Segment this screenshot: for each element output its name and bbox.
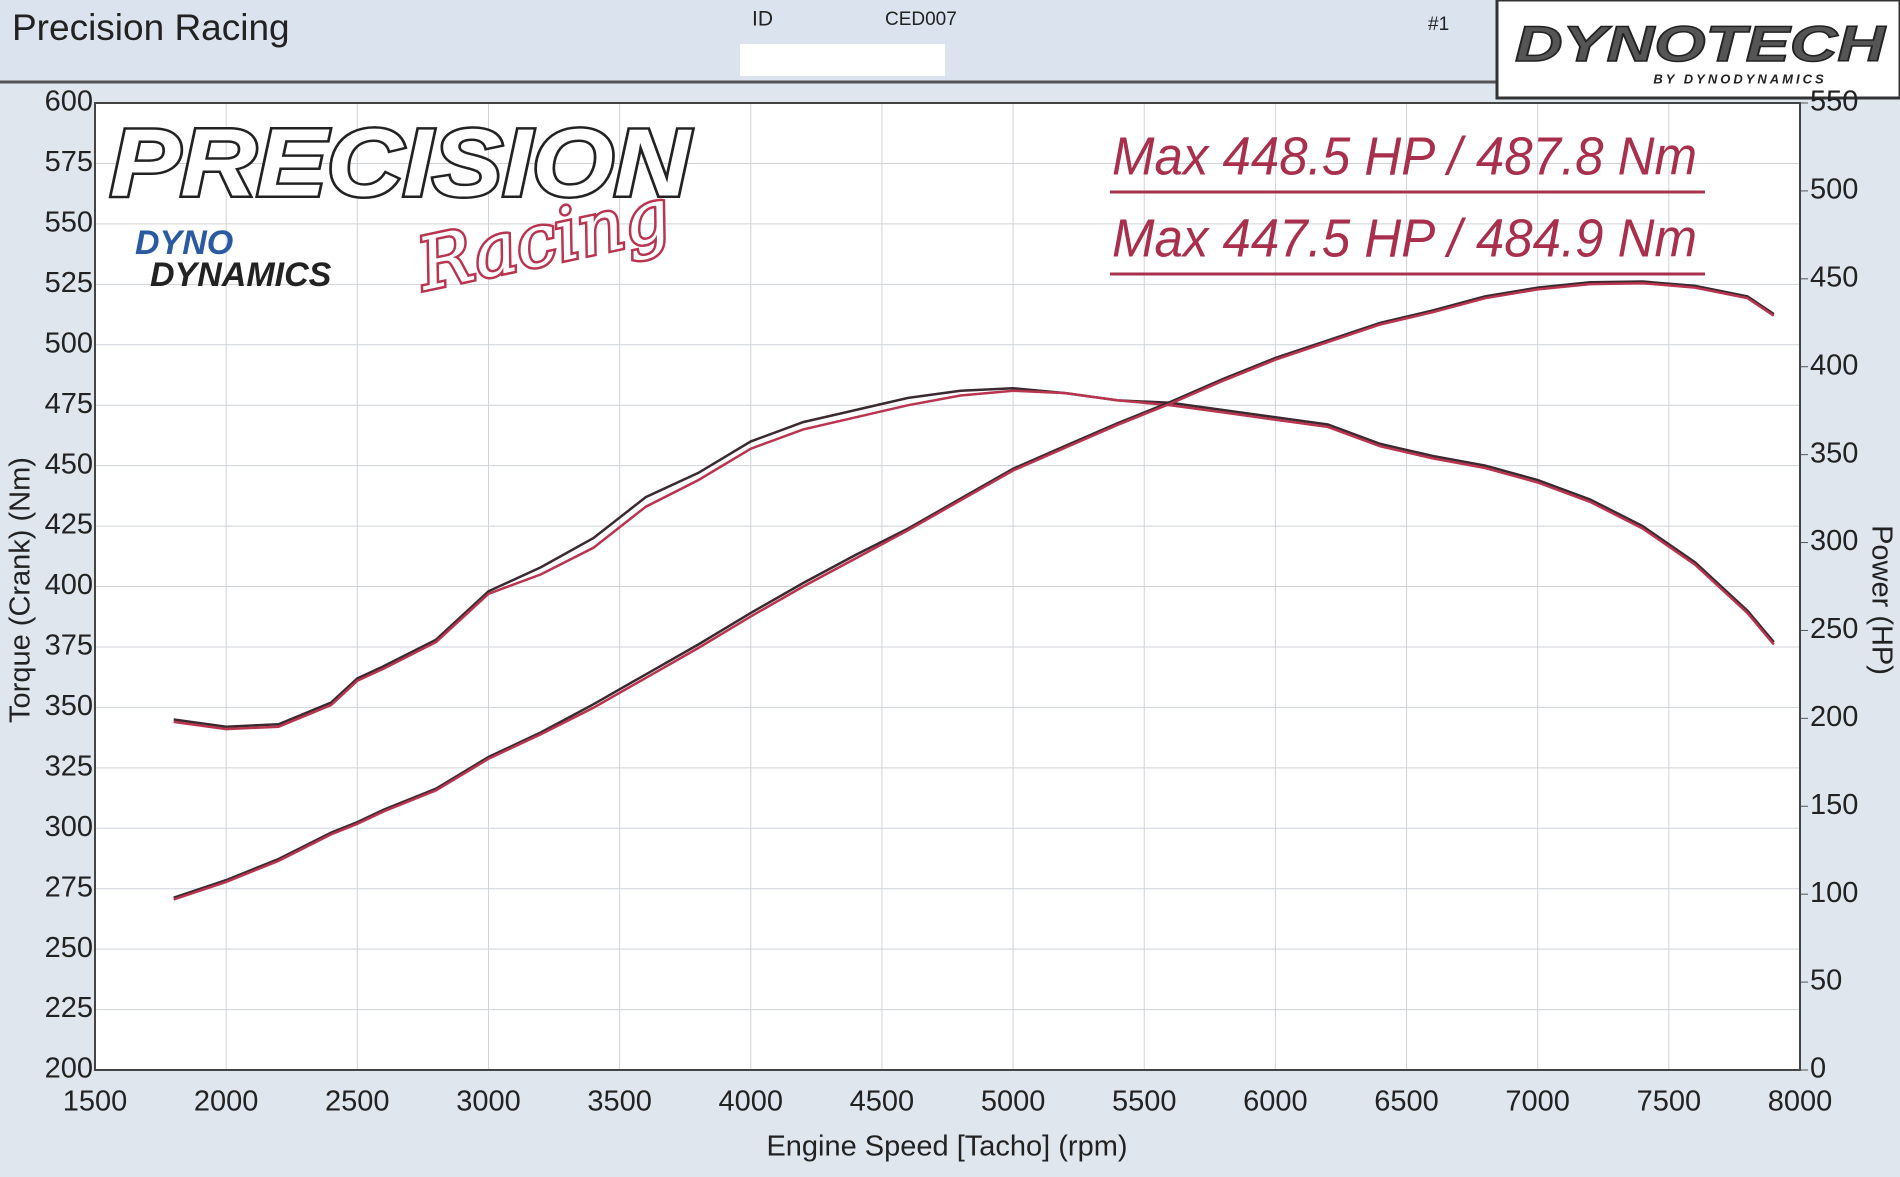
x-axis-label: Engine Speed [Tacho] (rpm) [766,1131,1127,1163]
y-axis-label: Torque (Crank) (Nm) [5,457,37,723]
y-tick-label: 275 [45,871,93,903]
y-tick-label: 550 [45,207,93,239]
y2-tick-label: 450 [1810,261,1858,293]
y2-tick-label: 550 [1810,86,1858,118]
y-tick-label: 475 [45,388,93,420]
y-tick-label: 525 [45,267,93,299]
run-number: #1 [1428,14,1449,35]
y-tick-label: 575 [45,146,93,178]
y-tick-label: 600 [45,86,93,118]
y2-tick-label: 100 [1810,877,1858,909]
curve [173,389,1775,731]
plot-frame [94,102,1801,1071]
y-tick-label: 350 [45,690,93,722]
y-tick-label: 500 [45,327,93,359]
y2-tick-label: 50 [1810,965,1842,997]
x-tick-label: 6000 [1243,1086,1308,1118]
y-tick-label: 400 [45,569,93,601]
y2-tick-label: 500 [1810,174,1858,206]
annotations: Max 448.5 HP / 487.8 Nm Max 447.5 HP / 48… [1110,126,1705,276]
y2-tick-label: 150 [1810,789,1858,821]
x-tick-label: 4000 [719,1086,784,1118]
y-tick-label: 325 [45,750,93,782]
x-tick-label: 7500 [1637,1086,1702,1118]
y2-tick-label: 350 [1810,437,1858,469]
x-tick-label: 3500 [587,1086,652,1118]
x-tick-label: 6500 [1374,1086,1439,1118]
curve [173,281,1775,901]
id-value: CED007 [885,9,957,30]
y-tick-label: 375 [45,630,93,662]
x-tick-label: 2000 [194,1086,259,1118]
logo-sub2: DYNAMICS [150,256,332,294]
y-tick-label: 450 [45,448,93,480]
curve [173,387,1775,728]
y2-tick-label: 0 [1810,1053,1826,1085]
brand-box [1495,0,1900,100]
logo-main: PRECISION [110,109,692,216]
x-tick-label: 1500 [63,1086,128,1118]
header-title: Precision Racing [12,7,290,48]
annotation: Max 448.5 HP / 487.8 Nm [1112,126,1697,186]
y-tick-label: 250 [45,932,93,964]
x-tick-label: 2500 [325,1086,390,1118]
y2-tick-label: 300 [1810,525,1858,557]
y2-tick-label: 250 [1810,613,1858,645]
y-tick-label: 200 [45,1053,93,1085]
x-tick-label: 5500 [1112,1086,1177,1118]
y-tick-label: 425 [45,509,93,541]
y2-axis-label: Power (HP) [1865,525,1897,675]
x-tick-label: 4500 [850,1086,915,1118]
logo-sub1: DYNO [135,224,233,262]
id-box [740,44,945,76]
y-tick-label: 300 [45,811,93,843]
x-tick-label: 5000 [981,1086,1046,1118]
y2-tick-label: 200 [1810,701,1858,733]
curve [173,280,1775,899]
x-tick-label: 3000 [456,1086,521,1118]
id-label: ID [752,8,773,31]
brand-sub: BY DYNODYNAMICS [1653,71,1826,86]
y-tick-label: 225 [45,992,93,1024]
annotation: Max 447.5 HP / 484.9 Nm [1112,208,1697,268]
x-tick-label: 8000 [1768,1086,1833,1118]
y2-tick-label: 400 [1810,349,1858,381]
grid [94,102,1808,1071]
x-tick-label: 7000 [1505,1086,1570,1118]
curves [173,280,1775,901]
brand: DYNOTECH [1515,16,1886,72]
